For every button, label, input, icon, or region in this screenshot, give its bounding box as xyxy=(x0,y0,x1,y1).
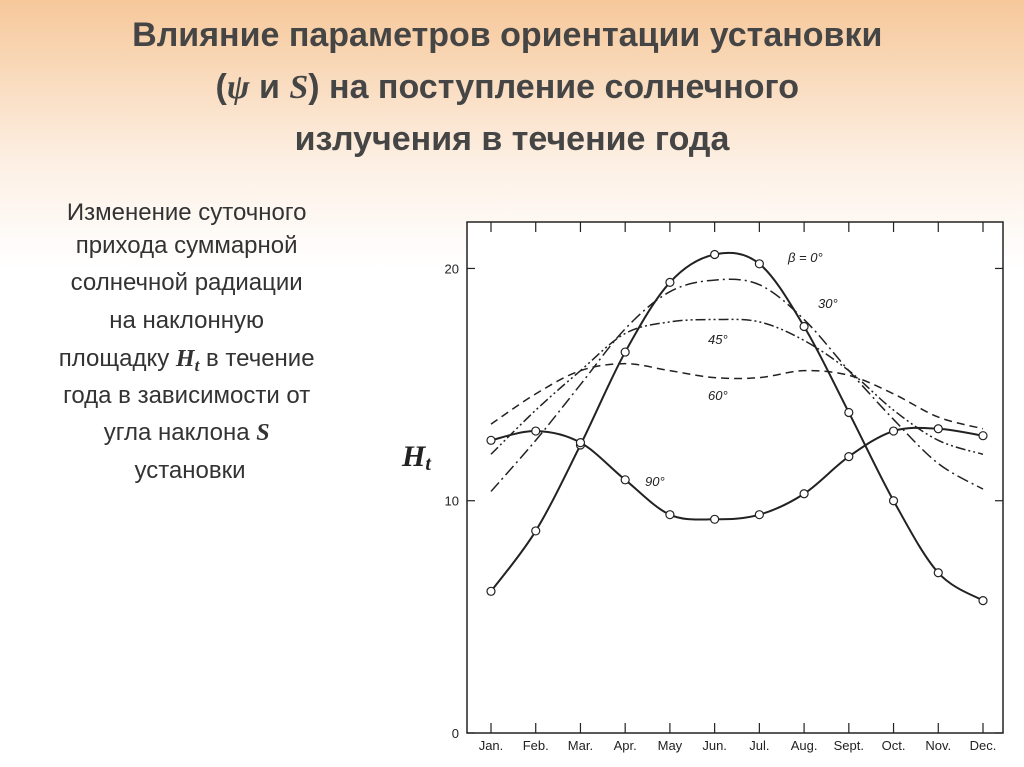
x-tick-label: Sept. xyxy=(834,738,864,753)
slide-title: Влияние параметров ориентации установки … xyxy=(132,16,892,158)
marker xyxy=(754,510,764,520)
x-tick-label: Aug. xyxy=(791,738,818,753)
caption-part: t xyxy=(195,356,201,375)
plot-frame xyxy=(466,221,1004,734)
series-line xyxy=(490,278,984,492)
marker xyxy=(710,514,720,524)
marker xyxy=(978,596,988,606)
title-part: и xyxy=(250,68,290,106)
marker xyxy=(531,526,541,536)
caption-line: установки xyxy=(134,457,245,484)
marker xyxy=(710,249,720,260)
caption-line: Изменение суточного xyxy=(67,199,307,226)
caption-line: на наклонную xyxy=(109,307,264,334)
marker xyxy=(978,431,988,441)
x-tick-label: Dec. xyxy=(970,738,997,753)
marker xyxy=(620,475,630,485)
x-tick-label: Mar. xyxy=(568,738,593,753)
x-tick-label: Apr. xyxy=(614,738,637,753)
marker xyxy=(665,277,675,287)
caption-part: в течение xyxy=(199,345,314,372)
caption-line: прихода суммарной xyxy=(76,232,298,259)
y-label-main: H xyxy=(401,440,427,473)
y-label-sub: t xyxy=(425,453,432,475)
marker xyxy=(933,424,943,434)
marker xyxy=(799,321,809,332)
y-axis-label: Ht xyxy=(401,440,432,475)
y-tick-label: 20 xyxy=(445,261,459,276)
x-tick-label: May xyxy=(658,738,683,753)
x-tick-label: Jul. xyxy=(749,738,769,753)
x-tick-label: Jun. xyxy=(702,738,727,753)
series-line xyxy=(490,318,984,455)
marker xyxy=(754,259,764,269)
y-tick-label: 10 xyxy=(445,494,459,509)
marker xyxy=(888,496,899,506)
y-tick-label: 0 xyxy=(452,726,459,741)
marker xyxy=(486,435,496,445)
series-line xyxy=(490,362,984,430)
x-tick-label: Jan. xyxy=(479,738,504,753)
title-line: излучения в течение года xyxy=(295,120,731,158)
series-label: 45° xyxy=(708,332,728,347)
marker xyxy=(531,426,541,436)
title-line: Влияние параметров ориентации установки xyxy=(132,16,882,54)
marker xyxy=(844,451,854,462)
title-part: ψ xyxy=(227,69,250,106)
series-label: β = 0° xyxy=(787,250,823,265)
marker xyxy=(486,586,496,596)
series-label: 30° xyxy=(818,296,838,311)
marker xyxy=(844,407,854,418)
caption-part: H xyxy=(175,346,196,372)
x-tick-label: Feb. xyxy=(523,738,549,753)
caption: Изменение суточного прихода суммарной со… xyxy=(59,199,321,484)
x-tick-label: Nov. xyxy=(925,738,951,753)
title-part: ( xyxy=(216,68,228,106)
title-part: S xyxy=(289,69,308,106)
caption-line: солнечной радиации xyxy=(71,269,303,296)
marker xyxy=(933,568,943,578)
marker xyxy=(575,438,586,448)
marker xyxy=(888,426,899,436)
caption-line: года в зависимости от xyxy=(63,382,310,409)
marker xyxy=(620,347,630,357)
caption-part: площадку xyxy=(59,345,176,372)
caption-part: угла наклона xyxy=(104,419,257,446)
marker xyxy=(799,489,809,499)
marker xyxy=(665,510,675,520)
title-part: ) на поступление солнечного xyxy=(308,68,799,106)
caption-part: S xyxy=(256,420,269,446)
series-label: 60° xyxy=(708,388,728,403)
series-label: 90° xyxy=(645,474,665,489)
x-tick-label: Oct. xyxy=(882,738,906,753)
